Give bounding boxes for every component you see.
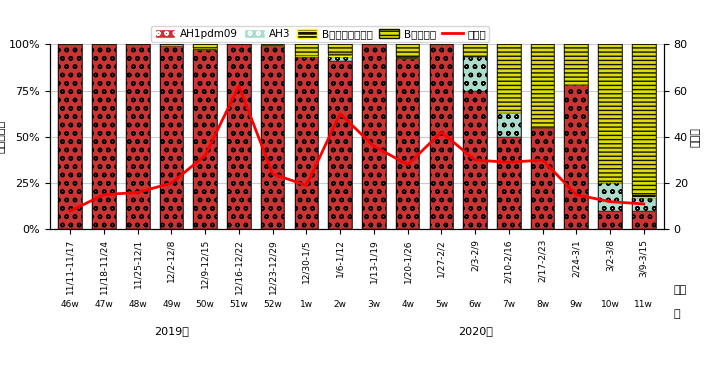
Bar [430, 44, 453, 229]
Bar [598, 44, 622, 229]
Y-axis label: 検出数: 検出数 [690, 127, 700, 147]
Bar [295, 57, 318, 229]
Bar [497, 44, 521, 229]
Bar [362, 44, 386, 229]
Bar [396, 44, 419, 229]
Bar [531, 44, 554, 128]
Bar [59, 44, 82, 229]
Text: 52w: 52w [263, 300, 282, 309]
Bar [598, 44, 622, 183]
Text: 9w: 9w [570, 300, 583, 309]
Bar [295, 56, 318, 57]
Text: 1w: 1w [300, 300, 313, 309]
Bar [261, 44, 284, 46]
Bar [463, 57, 487, 91]
Bar [632, 194, 655, 198]
Bar [328, 54, 352, 57]
Bar [295, 44, 318, 56]
Bar [396, 59, 419, 229]
Text: 7w: 7w [502, 300, 516, 309]
Bar [565, 44, 588, 229]
Bar [632, 44, 655, 229]
Text: 49w: 49w [162, 300, 181, 309]
Text: 48w: 48w [129, 300, 147, 309]
Bar [632, 198, 655, 211]
Text: 2019年: 2019年 [154, 326, 189, 336]
Bar [430, 44, 453, 229]
Text: 6w: 6w [468, 300, 482, 309]
Bar [193, 44, 217, 229]
Text: 4w: 4w [401, 300, 414, 309]
Bar [92, 44, 116, 229]
Text: 46w: 46w [61, 300, 79, 309]
Bar [396, 44, 419, 57]
Bar [362, 44, 386, 229]
Bar [295, 44, 318, 229]
Bar [227, 44, 251, 229]
Text: 週: 週 [673, 309, 680, 319]
Bar [328, 44, 352, 229]
Bar [160, 44, 183, 46]
Legend: AH1pdm09, AH3, Bビクトリア系統, B山形系統, 検出数: AH1pdm09, AH3, Bビクトリア系統, B山形系統, 検出数 [151, 26, 489, 42]
Bar [497, 113, 521, 137]
Bar [227, 44, 251, 229]
Bar [565, 44, 588, 85]
Bar [497, 44, 521, 113]
Bar [632, 211, 655, 229]
Bar [632, 44, 655, 194]
Bar [497, 137, 521, 229]
Text: 2w: 2w [333, 300, 346, 309]
Bar [59, 44, 82, 229]
Text: 月日: 月日 [673, 285, 686, 295]
Text: 11w: 11w [634, 300, 653, 309]
Text: 47w: 47w [94, 300, 114, 309]
Bar [565, 85, 588, 229]
Bar [463, 44, 487, 57]
Text: 50w: 50w [196, 300, 215, 309]
Bar [261, 46, 284, 229]
Bar [261, 44, 284, 229]
Text: 8w: 8w [536, 300, 549, 309]
Bar [598, 183, 622, 211]
Bar [531, 44, 554, 229]
Bar [92, 44, 116, 229]
Bar [126, 44, 149, 229]
Bar [193, 50, 217, 229]
Bar [531, 128, 554, 229]
Bar [463, 91, 487, 229]
Bar [396, 57, 419, 59]
Bar [463, 44, 487, 229]
Y-axis label: 型別の割合: 型別の割合 [0, 120, 6, 154]
Text: 10w: 10w [600, 300, 620, 309]
Bar [598, 211, 622, 229]
Bar [328, 61, 352, 229]
Text: 2020年: 2020年 [458, 326, 493, 336]
Text: 51w: 51w [229, 300, 248, 309]
Bar [160, 46, 183, 229]
Bar [126, 44, 149, 229]
Bar [328, 44, 352, 54]
Bar [193, 48, 217, 50]
Text: 5w: 5w [435, 300, 448, 309]
Bar [328, 57, 352, 61]
Text: 3w: 3w [367, 300, 381, 309]
Bar [193, 44, 217, 48]
Bar [160, 44, 183, 229]
